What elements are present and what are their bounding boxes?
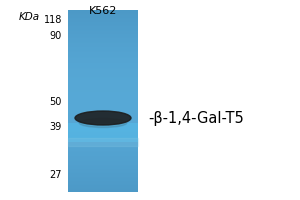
Text: K562: K562 <box>89 6 117 16</box>
Text: 118: 118 <box>44 15 62 25</box>
Ellipse shape <box>75 111 131 125</box>
Text: 90: 90 <box>50 31 62 41</box>
Text: KDa: KDa <box>19 12 40 22</box>
Text: 39: 39 <box>50 122 62 132</box>
Text: 50: 50 <box>50 97 62 107</box>
Bar <box>68 138 138 146</box>
Text: 27: 27 <box>50 170 62 180</box>
Ellipse shape <box>79 118 127 128</box>
Text: -β-1,4-Gal-T5: -β-1,4-Gal-T5 <box>148 110 244 126</box>
